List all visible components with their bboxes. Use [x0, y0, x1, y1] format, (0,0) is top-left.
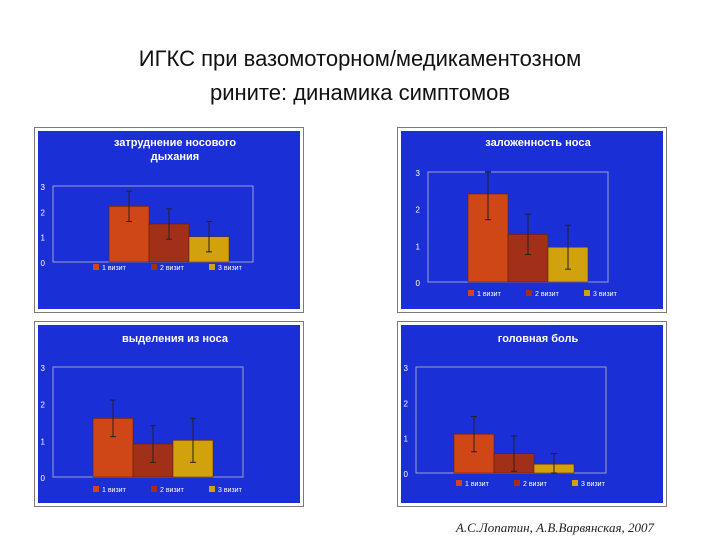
legend-label: 1 визит: [465, 481, 490, 488]
legend-label: 1 визит: [102, 487, 127, 494]
chart-nasal-breathing-difficulty: затруднение носового дыхания 0 1 2 3 1 визит 2 …: [34, 127, 304, 313]
legend-swatch: [151, 264, 157, 270]
chart-nasal-congestion: заложенность носа 0 1 2 3 1 визит 2 визит 3 виз…: [397, 127, 667, 313]
y-tick-label: 3: [41, 364, 46, 373]
legend-label: 3 визит: [218, 487, 243, 494]
y-tick-label: 0: [416, 279, 421, 288]
chart-svg: заложенность носа 0 1 2 3 1 визит 2 визит 3 виз…: [401, 131, 663, 309]
legend-swatch: [93, 264, 99, 270]
y-tick-label: 0: [41, 474, 46, 483]
legend-swatch: [209, 264, 215, 270]
y-tick-label: 3: [416, 169, 421, 178]
y-tick-label: 3: [41, 183, 46, 192]
legend-label: 1 визит: [102, 265, 127, 272]
chart-title: заложенность носа: [485, 137, 591, 149]
legend-swatch: [456, 480, 462, 486]
legend-label: 3 визит: [593, 291, 618, 298]
legend-swatch: [584, 290, 590, 296]
legend-label: 2 визит: [160, 487, 185, 494]
legend-swatch: [93, 486, 99, 492]
y-tick-label: 2: [404, 399, 409, 408]
chart-title: затруднение носового: [114, 137, 236, 149]
y-tick-label: 1: [404, 435, 409, 444]
legend-label: 2 визит: [535, 291, 560, 298]
chart-headache: головная боль 0 1 2 3 1 визит 2 визит 3 визит: [397, 321, 667, 507]
legend-swatch: [151, 486, 157, 492]
legend-swatch: [468, 290, 474, 296]
slide-title: ИГКС при вазомоторном/медикаментозном ри…: [60, 42, 660, 110]
y-tick-label: 2: [41, 208, 46, 217]
y-tick-label: 1: [41, 437, 46, 446]
chart-title: дыхания: [151, 151, 199, 163]
legend-swatch: [572, 480, 578, 486]
chart-title: выделения из носа: [122, 333, 229, 345]
slide-title-line2: рините: динамика симптомов: [209, 80, 511, 105]
chart-title: головная боль: [498, 333, 579, 345]
y-tick-label: 2: [41, 401, 46, 410]
y-tick-label: 3: [404, 364, 409, 373]
y-tick-label: 2: [416, 206, 421, 215]
y-tick-label: 0: [404, 470, 409, 479]
legend-swatch: [209, 486, 215, 492]
chart-svg: затруднение носового дыхания 0 1 2 3 1 визит 2 …: [38, 131, 300, 309]
y-tick-label: 1: [416, 242, 421, 251]
legend-label: 2 визит: [160, 265, 185, 272]
legend-label: 2 визит: [523, 481, 548, 488]
chart-nasal-discharge: выделения из носа 0 1 2 3 1 визит 2 визит 3 виз…: [34, 321, 304, 507]
legend-label: 1 визит: [477, 291, 502, 298]
chart-svg: выделения из носа 0 1 2 3 1 визит 2 визит 3 виз…: [38, 325, 300, 503]
legend-label: 3 визит: [218, 265, 243, 272]
slide-title-line1: ИГКС при вазомоторном/медикаментозном: [138, 46, 582, 71]
chart-svg: головная боль 0 1 2 3 1 визит 2 визит 3 визит: [401, 325, 663, 503]
citation: А.С.Лопатин, А.В.Варвянская, 2007: [455, 520, 654, 535]
chart-background: [401, 325, 663, 503]
legend-swatch: [526, 290, 532, 296]
y-tick-label: 0: [41, 259, 46, 268]
legend-label: 3 визит: [581, 481, 606, 488]
y-tick-label: 1: [41, 234, 46, 243]
legend-swatch: [514, 480, 520, 486]
